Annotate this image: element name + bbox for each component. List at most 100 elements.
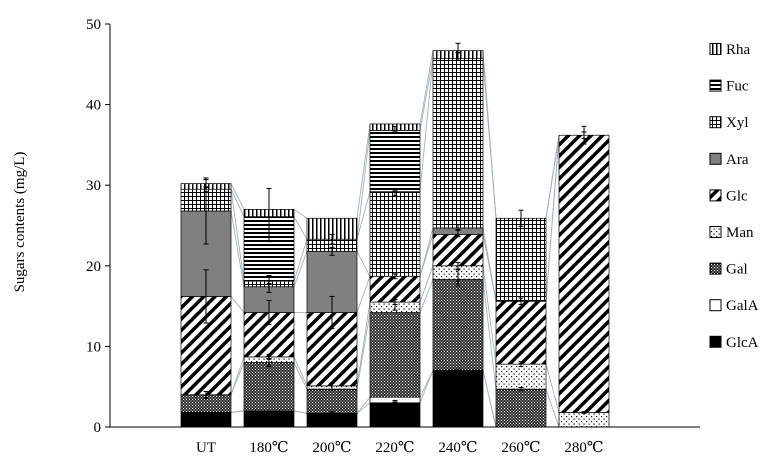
error-bar-6-180 <box>266 187 272 243</box>
connector-line-rha-1 <box>293 209 308 219</box>
connector-line-rha-0 <box>230 183 245 210</box>
legend-label-glc: Glc <box>726 188 748 204</box>
bar-glca-240 <box>432 370 484 428</box>
legend-swatch-rha <box>709 43 722 55</box>
bar-gal-260 <box>495 388 547 428</box>
legend-item-fuc: Fuc <box>709 79 749 95</box>
y-tick-label-20: 20 <box>86 259 101 275</box>
legend-swatch-glca <box>709 335 722 348</box>
bar-gal-240 <box>432 279 484 371</box>
connector-line-gal-2 <box>356 312 371 390</box>
error-bar-5-180 <box>266 274 272 285</box>
legend-label-xyl: Xyl <box>726 115 749 131</box>
connector-line-gal-5 <box>545 388 560 428</box>
connector-line-glc-2 <box>356 276 371 313</box>
legend-item-glca: GlcA <box>709 335 759 351</box>
error-bar-3-220 <box>392 273 398 280</box>
y-tick-label-0: 0 <box>94 420 102 436</box>
error-bar-0-ut <box>203 411 209 415</box>
error-bar-5-200 <box>329 233 335 245</box>
connector-line-rha-4 <box>482 50 497 219</box>
legend-item-ara: Ara <box>709 152 749 168</box>
legend-item-gala: GalA <box>709 298 759 314</box>
x-tick-label-240: 240℃ <box>438 440 477 456</box>
bar-glca-200 <box>306 412 358 428</box>
error-bar-5-220 <box>392 190 398 197</box>
connector-line-xyl-2 <box>356 191 371 240</box>
legend-label-glca: GlcA <box>726 335 759 351</box>
connector-line-ara-2 <box>356 251 371 277</box>
error-bar-4-200 <box>329 246 335 256</box>
error-bar-1-200 <box>329 382 335 391</box>
connector-line-glc-0 <box>230 296 245 313</box>
connector-line-fuc-1 <box>293 216 308 240</box>
y-tick-label-10: 10 <box>86 339 101 355</box>
legend-swatch-gal <box>709 262 722 275</box>
error-bar-2-240 <box>455 262 461 270</box>
error-bar-5-280 <box>581 125 587 145</box>
connector-line-gal-4 <box>482 279 497 390</box>
connector-line-gala-2 <box>356 396 371 414</box>
connector-line-ara-0 <box>230 210 245 287</box>
y-tick-label-40: 40 <box>86 98 101 114</box>
legend-item-glc: Glc <box>709 188 748 204</box>
connector-lines <box>230 50 560 428</box>
connector-line-xyl-1 <box>293 239 308 282</box>
bars <box>180 50 610 428</box>
legend-item-man: Man <box>709 225 754 241</box>
error-bar-3-200 <box>329 295 335 330</box>
bar-gal-220 <box>369 312 421 398</box>
error-bar-0-180 <box>266 410 272 413</box>
connector-line-gala-4 <box>482 370 497 428</box>
connector-line-fuc-3 <box>419 58 434 131</box>
legend-item-rha: Rha <box>709 42 751 58</box>
connector-line-gal-1 <box>293 362 308 390</box>
legend-label-gala: GalA <box>726 298 759 314</box>
bar-glc-260 <box>495 300 547 365</box>
bar-glca-180 <box>243 410 295 428</box>
connector-line-glca-2 <box>356 402 371 414</box>
error-bar-3-240 <box>455 229 461 238</box>
connector-line-ara-4 <box>482 227 497 302</box>
bar-gal-180 <box>243 362 295 412</box>
connector-line-gala-1 <box>293 410 308 414</box>
error-bar-2-260 <box>518 361 524 368</box>
connector-line-man-0 <box>230 356 245 395</box>
error-bar-0-240 <box>455 369 461 372</box>
legend-swatch-glc <box>709 189 722 202</box>
error-bar-3-260 <box>518 297 524 305</box>
error-bar-4-240 <box>455 224 461 231</box>
x-tick-label-220: 220℃ <box>375 440 414 456</box>
x-tick-label-180: 180℃ <box>249 440 288 456</box>
connector-line-rha-5 <box>545 135 560 219</box>
error-bar-1-240 <box>455 269 461 287</box>
y-axis-title: Sugars contents (mg/L) <box>12 152 28 293</box>
legend-swatch-man <box>709 226 722 238</box>
bar-glca-220 <box>369 402 421 428</box>
connector-line-gal-3 <box>419 279 434 313</box>
x-tick-label-260: 260℃ <box>501 440 540 456</box>
connector-line-fuc-0 <box>230 189 245 217</box>
connector-line-xyl-0 <box>230 189 245 282</box>
legend: Rha Fuc Xyl Ara Glc Man Gal GalA GlcA <box>709 42 759 351</box>
bar-xyl-220 <box>369 191 421 277</box>
error-bar-2-220 <box>392 299 398 305</box>
bar-glc-220 <box>369 275 421 303</box>
connector-line-rha-2 <box>356 123 371 219</box>
legend-label-man: Man <box>726 225 754 241</box>
error-bar-2-180 <box>266 353 272 360</box>
legend-label-gal: Gal <box>726 262 748 278</box>
legend-item-gal: Gal <box>709 262 748 278</box>
connector-line-man-4 <box>482 265 497 365</box>
legend-swatch-gala <box>709 299 722 312</box>
legend-label-ara: Ara <box>726 152 749 168</box>
connector-line-ara-5 <box>545 135 560 302</box>
connector-line-man-2 <box>356 302 371 386</box>
legend-swatch-ara <box>709 152 722 165</box>
bar-fuc-220 <box>369 130 421 192</box>
bar-man-260 <box>495 363 547 390</box>
connector-line-gala-3 <box>419 370 434 398</box>
bar-glca-ut <box>180 412 232 428</box>
y-tick-label-30: 30 <box>86 178 101 194</box>
